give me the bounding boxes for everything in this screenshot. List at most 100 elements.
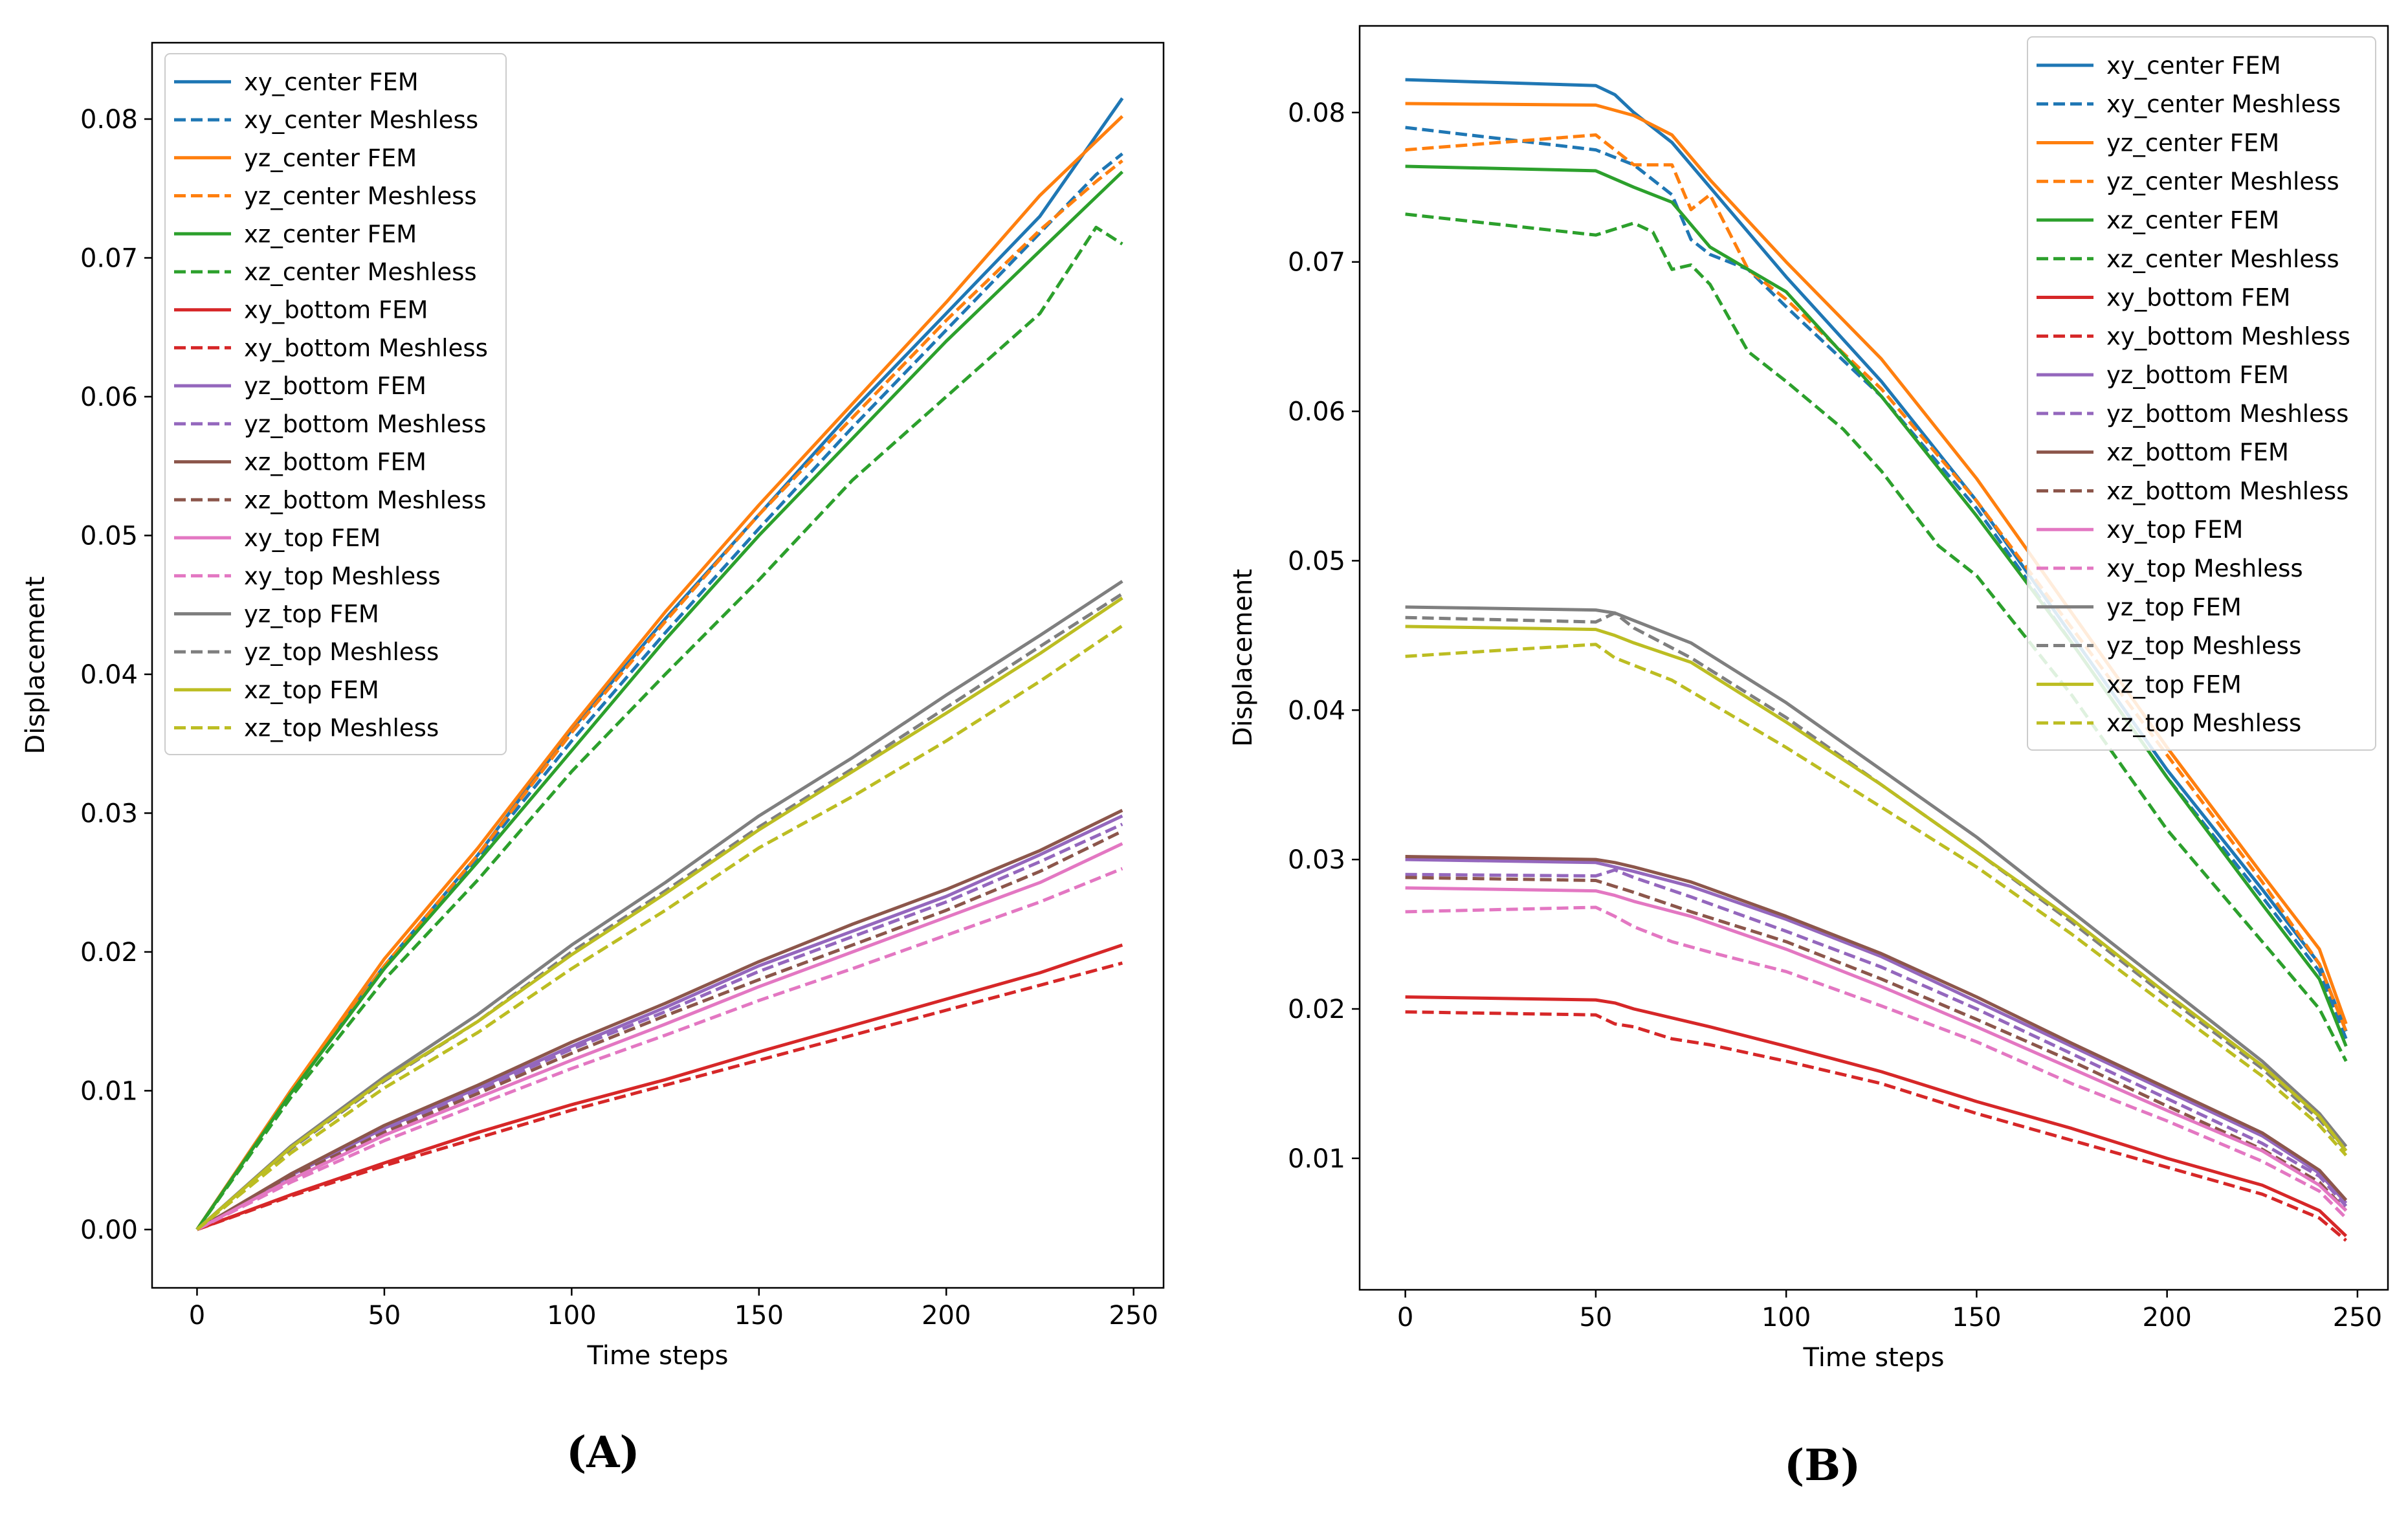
legend-label: xz_center Meshless [244, 258, 477, 286]
series-line-yz-center-fem [1405, 102, 2348, 1024]
y-tick-label: 0.06 [1288, 397, 1345, 427]
x-tick-label: 150 [735, 1301, 784, 1331]
y-axis-label: Displacement [21, 577, 50, 755]
x-tick-label: 0 [1397, 1303, 1413, 1333]
series-line-xz-bottom-meshless [1405, 876, 2348, 1212]
legend-label: xy_top FEM [2106, 516, 2243, 544]
legend-label: xz_bottom Meshless [2106, 477, 2348, 505]
series-line-xz-bottom-fem [196, 808, 1123, 1232]
legend-label: xy_top FEM [244, 524, 381, 552]
chart-panel-b: 0 50 100 150 200 250 0.01 0.02 0.03 0.04 0.05 0.06 0… [1228, 25, 2389, 1373]
series-line-xy-top-meshless [196, 867, 1123, 1232]
y-tick-label: 0.05 [80, 521, 138, 551]
series-line-xy-bottom-meshless [196, 961, 1123, 1232]
legend-label: yz_center Meshless [2106, 168, 2339, 195]
x-tick-label: 200 [2142, 1303, 2191, 1333]
y-tick-label: 0.02 [1288, 995, 1345, 1024]
legend-label: xz_top Meshless [244, 714, 439, 742]
legend-label: xy_center FEM [2106, 52, 2281, 80]
series-line-xz-bottom-meshless [196, 830, 1123, 1232]
legend-label: xy_bottom Meshless [2106, 322, 2350, 350]
series-line-yz-center-meshless [1405, 133, 2348, 1032]
x-tick-label: 250 [2333, 1303, 2382, 1333]
series-line-yz-bottom-fem [1405, 857, 2348, 1204]
y-tick-label: 0.08 [1288, 98, 1345, 128]
series-line-yz-top-meshless [195, 592, 1123, 1231]
legend-label: xy_center FEM [244, 68, 419, 96]
series-line-xy-top-fem [1405, 886, 2348, 1212]
legend-label: xz_top Meshless [2106, 709, 2301, 737]
legend-label: yz_top FEM [2106, 593, 2242, 621]
series-line-xz-bottom-fem [1405, 855, 2348, 1202]
series-line-xy-top-meshless [1405, 905, 2348, 1219]
y-tick-label: 0.05 [1288, 546, 1345, 576]
x-tick-label: 200 [922, 1301, 971, 1331]
legend-label: yz_center FEM [244, 144, 417, 172]
legend-label: xz_center Meshless [2106, 245, 2339, 273]
legend-box-b [2027, 36, 2376, 751]
legend-label: xz_center FEM [244, 220, 417, 248]
series-group-a [195, 97, 1124, 1232]
series-line-xy-bottom-meshless [1405, 1010, 2347, 1242]
series-line-yz-bottom-fem [196, 814, 1123, 1232]
series-line-xz-center-fem [195, 170, 1124, 1231]
y-axis-label: Displacement [1228, 569, 1258, 747]
legend-label: yz_center Meshless [244, 182, 477, 210]
legend-label: xz_bottom FEM [2106, 439, 2289, 467]
series-line-xz-top-fem [195, 596, 1123, 1231]
legend-label: xy_bottom FEM [244, 296, 428, 324]
series-line-yz-center-fem [195, 115, 1124, 1231]
series-line-yz-bottom-meshless [1405, 868, 2348, 1208]
x-tick-label: 250 [1109, 1301, 1158, 1331]
legend-box-a [164, 53, 507, 755]
chart-panel-a: 0 50 100 150 200 250 0.00 0.01 0.02 0.03 0.04 0.05 0… [21, 41, 1165, 1371]
y-tick-label: 0.06 [80, 382, 138, 412]
y-tick-label: 0.03 [80, 799, 138, 828]
series-line-xy-top-fem [196, 842, 1123, 1232]
series-line-yz-top-fem [195, 580, 1123, 1231]
y-tick-label: 0.08 [80, 105, 138, 135]
series-line-xy-center-fem [1405, 78, 2348, 1032]
legend-label: xy_center Meshless [2106, 91, 2341, 118]
series-line-xz-top-fem [1405, 625, 2348, 1152]
x-tick-label: 150 [1952, 1303, 2001, 1333]
y-tick-label: 0.07 [80, 243, 138, 273]
legend-label: xy_bottom FEM [2106, 284, 2290, 312]
series-line-xy-center-meshless [1405, 126, 2348, 1040]
y-tick-label: 0.01 [1288, 1144, 1345, 1174]
panel-label-b: (B) [1784, 1440, 1861, 1490]
x-axis-label: Time steps [587, 1341, 729, 1371]
series-group-b [1405, 78, 2348, 1242]
x-tick-label: 50 [368, 1301, 401, 1331]
legend-label: yz_bottom Meshless [244, 410, 486, 438]
x-tick-label: 100 [547, 1301, 596, 1331]
legend-label: xy_top Meshless [2106, 555, 2303, 582]
legend-label: xy_bottom Meshless [244, 334, 488, 362]
series-line-xz-center-meshless [195, 225, 1123, 1231]
legend-label: xz_top FEM [244, 676, 379, 704]
series-line-xz-top-meshless [195, 624, 1123, 1231]
legend-label: yz_center FEM [2106, 129, 2279, 157]
y-tick-label: 0.02 [80, 938, 138, 968]
y-tick-label: 0.00 [80, 1215, 138, 1245]
legend-label: xz_bottom Meshless [244, 486, 486, 514]
y-tick-label: 0.04 [1288, 696, 1345, 725]
x-tick-label: 100 [1762, 1303, 1811, 1333]
x-axis-label: Time steps [1803, 1343, 1945, 1373]
legend-label: xy_center Meshless [244, 106, 478, 134]
x-tick-label: 50 [1579, 1303, 1612, 1333]
legend-label: yz_bottom Meshless [2106, 400, 2348, 428]
y-tick-label: 0.03 [1288, 845, 1345, 875]
legend-label: xz_top FEM [2106, 670, 2242, 698]
legend-label: yz_top Meshless [244, 638, 439, 666]
series-line-xz-top-meshless [1405, 643, 2348, 1156]
axes-frame-a [151, 41, 1165, 1289]
legend-label: yz_top Meshless [2106, 632, 2301, 660]
legend-label: xz_bottom FEM [244, 448, 426, 476]
legend-label: yz_top FEM [244, 600, 379, 628]
series-line-xz-center-fem [1405, 164, 2348, 1047]
legend-label: xz_center FEM [2106, 206, 2279, 234]
panel-label-a: (A) [566, 1427, 640, 1477]
legend-label: yz_bottom FEM [2106, 361, 2289, 389]
